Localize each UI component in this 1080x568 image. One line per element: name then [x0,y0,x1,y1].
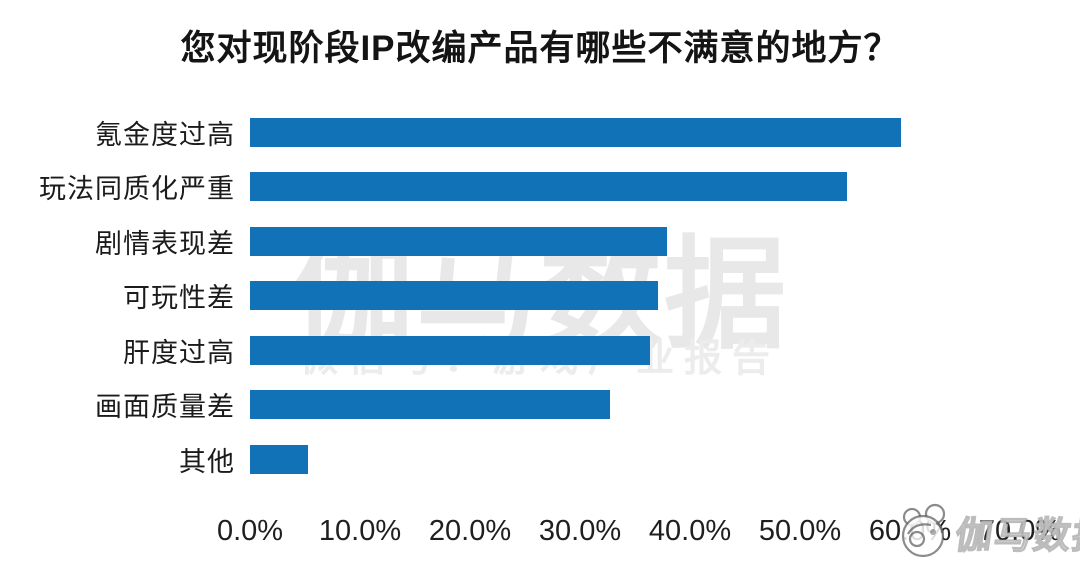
bar-row [250,214,1020,269]
x-axis-tick-label: 60.0% [868,515,952,547]
bar-row [250,105,1020,160]
bar [250,117,902,147]
x-axis-tick-label: 10.0% [318,515,402,547]
category-label: 画面质量差 [95,392,235,423]
x-axis-tick-label: 40.0% [648,515,732,547]
category-label: 可玩性差 [123,283,235,314]
bar-row [250,323,1020,378]
category-label: 肝度过高 [123,337,235,368]
x-axis: 0.0% 10.0% 20.0% 30.0% 40.0% 50.0% 60.0% 70.0% [217,515,1061,557]
category-label: 氪金度过高 [95,119,235,150]
chart-title: 您对现阶段IP改编产品有哪些不满意的地方？ [180,29,900,68]
category-labels: 氪金度过高玩法同质化严重剧情表现差可玩性差肝度过高画面质量差其他 [0,105,235,487]
bar-row [250,269,1020,324]
bar [250,335,651,365]
bar [250,281,659,311]
bar-row [250,378,1020,433]
bar [250,172,848,202]
bar-row [250,160,1020,215]
category-label: 其他 [179,446,235,477]
bar-row [250,432,1020,487]
x-axis-tick-label: 0.0% [216,515,284,547]
x-axis-tick-label: 30.0% [538,515,622,547]
x-axis-tick-label: 70.0% [978,515,1062,547]
x-axis-tick-label: 20.0% [428,515,512,547]
bar [250,390,610,420]
bar [250,444,309,474]
bar [250,226,667,256]
x-axis-tick-label: 50.0% [758,515,842,547]
category-label: 玩法同质化严重 [39,174,235,205]
category-label: 剧情表现差 [95,228,235,259]
bars-area [250,105,1020,487]
